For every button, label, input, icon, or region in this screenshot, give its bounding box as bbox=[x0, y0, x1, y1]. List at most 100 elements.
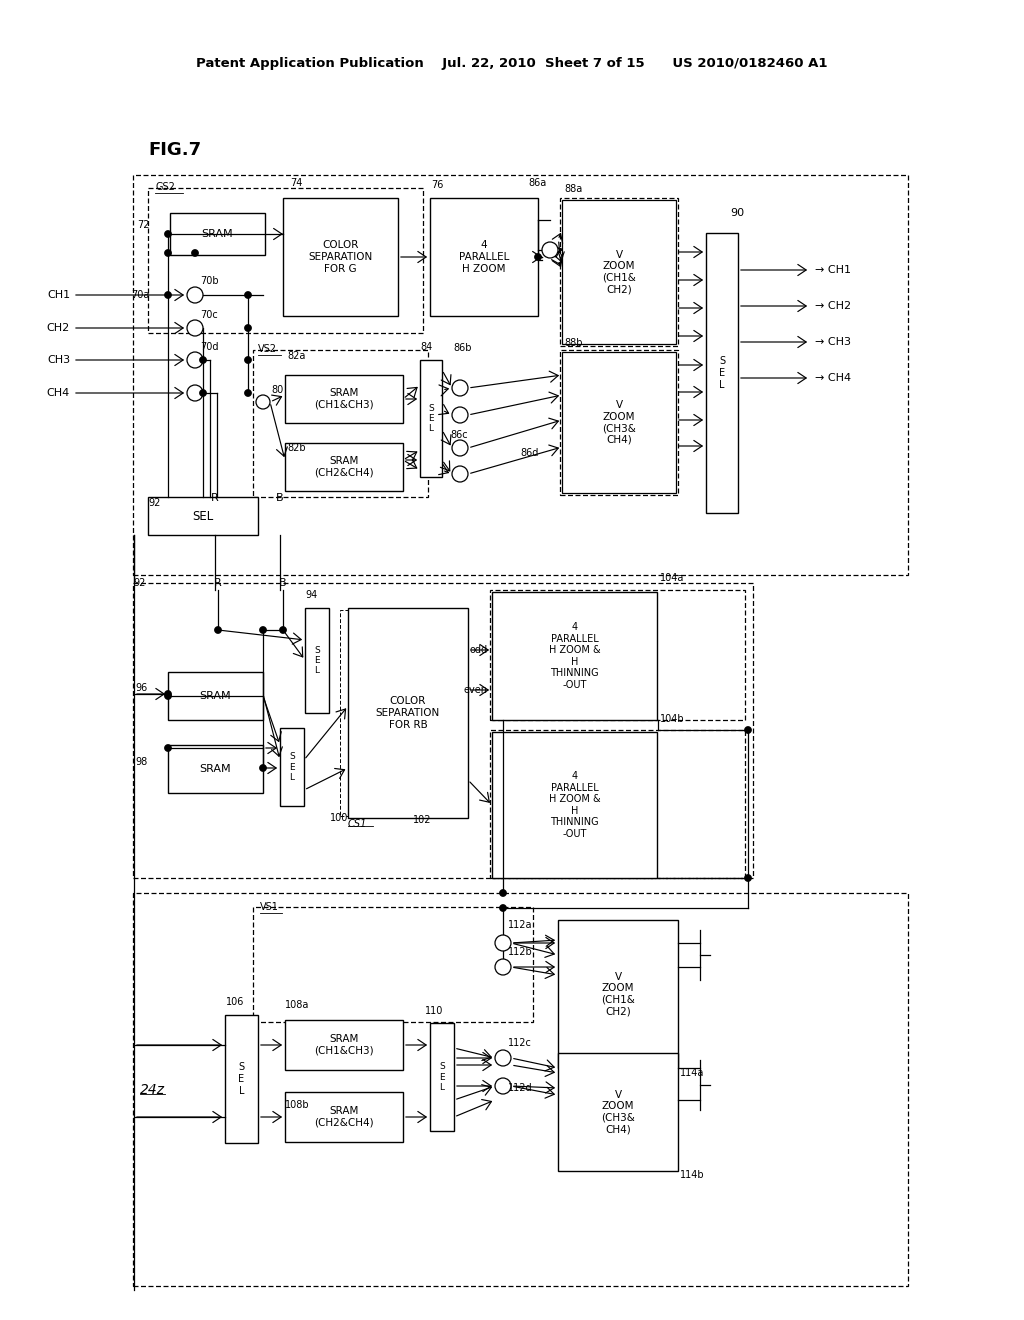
Circle shape bbox=[542, 242, 558, 257]
Text: S
E
L: S E L bbox=[289, 752, 295, 781]
Text: 90: 90 bbox=[730, 209, 744, 218]
Circle shape bbox=[452, 407, 468, 422]
Circle shape bbox=[214, 627, 221, 634]
Text: 112b: 112b bbox=[508, 946, 532, 957]
Bar bbox=[148, 187, 423, 333]
Bar bbox=[558, 1053, 678, 1171]
Circle shape bbox=[256, 395, 270, 409]
Bar bbox=[133, 894, 908, 1286]
Text: 106: 106 bbox=[226, 997, 245, 1007]
Bar bbox=[168, 744, 263, 793]
Text: VS2: VS2 bbox=[258, 345, 278, 354]
Bar bbox=[420, 360, 442, 477]
Circle shape bbox=[280, 627, 287, 634]
Bar bbox=[225, 1015, 258, 1143]
Text: 86d: 86d bbox=[520, 447, 539, 458]
Text: → CH2: → CH2 bbox=[815, 301, 851, 312]
Text: SRAM
(CH2&CH4): SRAM (CH2&CH4) bbox=[314, 457, 374, 478]
Circle shape bbox=[744, 874, 752, 882]
Text: 88b: 88b bbox=[564, 338, 583, 348]
Bar bbox=[558, 920, 678, 1068]
Text: SRAM
(CH1&CH3): SRAM (CH1&CH3) bbox=[314, 1034, 374, 1056]
Text: SRAM: SRAM bbox=[200, 764, 231, 774]
Bar bbox=[253, 907, 534, 1022]
Text: 82b: 82b bbox=[287, 444, 305, 453]
Text: 70b: 70b bbox=[200, 276, 219, 286]
Bar bbox=[490, 730, 745, 878]
Text: 70c: 70c bbox=[200, 310, 218, 319]
Circle shape bbox=[245, 389, 252, 396]
Text: 104a: 104a bbox=[660, 573, 684, 583]
Text: 84: 84 bbox=[420, 342, 432, 352]
Text: S
E
L: S E L bbox=[239, 1063, 245, 1096]
Text: SRAM
(CH1&CH3): SRAM (CH1&CH3) bbox=[314, 388, 374, 409]
Text: 114a: 114a bbox=[680, 1068, 705, 1078]
Text: S
E
L: S E L bbox=[314, 645, 319, 676]
Circle shape bbox=[200, 389, 207, 396]
Bar bbox=[285, 375, 403, 422]
Text: 72: 72 bbox=[137, 220, 150, 230]
Bar bbox=[706, 234, 738, 513]
Circle shape bbox=[495, 935, 511, 950]
Bar bbox=[305, 609, 329, 713]
Bar bbox=[560, 198, 678, 346]
Text: 76: 76 bbox=[431, 180, 443, 190]
Text: V
ZOOM
(CH3&
CH4): V ZOOM (CH3& CH4) bbox=[602, 400, 636, 445]
Text: VS1: VS1 bbox=[260, 902, 279, 912]
Text: V
ZOOM
(CH1&
CH2): V ZOOM (CH1& CH2) bbox=[602, 249, 636, 294]
Circle shape bbox=[452, 440, 468, 455]
Bar bbox=[133, 583, 753, 878]
Circle shape bbox=[165, 744, 171, 751]
Circle shape bbox=[191, 249, 199, 256]
Text: R: R bbox=[214, 578, 222, 587]
Circle shape bbox=[495, 1049, 511, 1067]
Circle shape bbox=[187, 286, 203, 304]
Text: COLOR
SEPARATION
FOR RB: COLOR SEPARATION FOR RB bbox=[376, 697, 440, 730]
Circle shape bbox=[245, 356, 252, 363]
Bar bbox=[560, 350, 678, 495]
Text: 70a: 70a bbox=[132, 290, 150, 300]
Circle shape bbox=[165, 693, 171, 700]
Text: 70d: 70d bbox=[200, 342, 218, 352]
Text: 104b: 104b bbox=[660, 714, 685, 723]
Text: V
ZOOM
(CH1&
CH2): V ZOOM (CH1& CH2) bbox=[601, 972, 635, 1016]
Circle shape bbox=[187, 385, 203, 401]
Bar bbox=[348, 609, 468, 818]
Circle shape bbox=[165, 249, 171, 256]
Circle shape bbox=[500, 890, 507, 896]
Text: 86b: 86b bbox=[453, 343, 471, 352]
Bar bbox=[253, 350, 428, 498]
Text: 98: 98 bbox=[136, 756, 148, 767]
Text: 88a: 88a bbox=[564, 183, 583, 194]
Text: 4
PARALLEL
H ZOOM &
H
THINNING
-OUT: 4 PARALLEL H ZOOM & H THINNING -OUT bbox=[549, 771, 600, 840]
Bar bbox=[562, 201, 676, 345]
Text: even: even bbox=[464, 685, 488, 696]
Bar bbox=[562, 352, 676, 492]
Text: 82a: 82a bbox=[287, 351, 305, 360]
Text: 74: 74 bbox=[290, 178, 302, 187]
Bar bbox=[285, 444, 403, 491]
Text: odd: odd bbox=[470, 645, 488, 655]
Text: 108a: 108a bbox=[285, 1001, 309, 1010]
Text: 112c: 112c bbox=[508, 1038, 531, 1048]
Text: SRAM
(CH2&CH4): SRAM (CH2&CH4) bbox=[314, 1106, 374, 1127]
Circle shape bbox=[452, 466, 468, 482]
Circle shape bbox=[452, 380, 468, 396]
Text: COLOR
SEPARATION
FOR G: COLOR SEPARATION FOR G bbox=[308, 240, 373, 273]
Bar bbox=[133, 176, 908, 576]
Circle shape bbox=[187, 352, 203, 368]
Text: 86c: 86c bbox=[450, 430, 468, 440]
Circle shape bbox=[535, 253, 542, 260]
Circle shape bbox=[187, 319, 203, 337]
Circle shape bbox=[500, 904, 507, 912]
Text: 86a: 86a bbox=[528, 178, 546, 187]
Text: SRAM: SRAM bbox=[202, 228, 233, 239]
Bar bbox=[168, 672, 263, 719]
Text: V
ZOOM
(CH3&
CH4): V ZOOM (CH3& CH4) bbox=[601, 1089, 635, 1134]
Text: 102: 102 bbox=[413, 814, 431, 825]
Text: 4
PARALLEL
H ZOOM &
H
THINNING
-OUT: 4 PARALLEL H ZOOM & H THINNING -OUT bbox=[549, 622, 600, 690]
Bar bbox=[492, 591, 657, 719]
Circle shape bbox=[165, 292, 171, 298]
Bar bbox=[280, 729, 304, 807]
Text: CH1: CH1 bbox=[47, 290, 70, 300]
